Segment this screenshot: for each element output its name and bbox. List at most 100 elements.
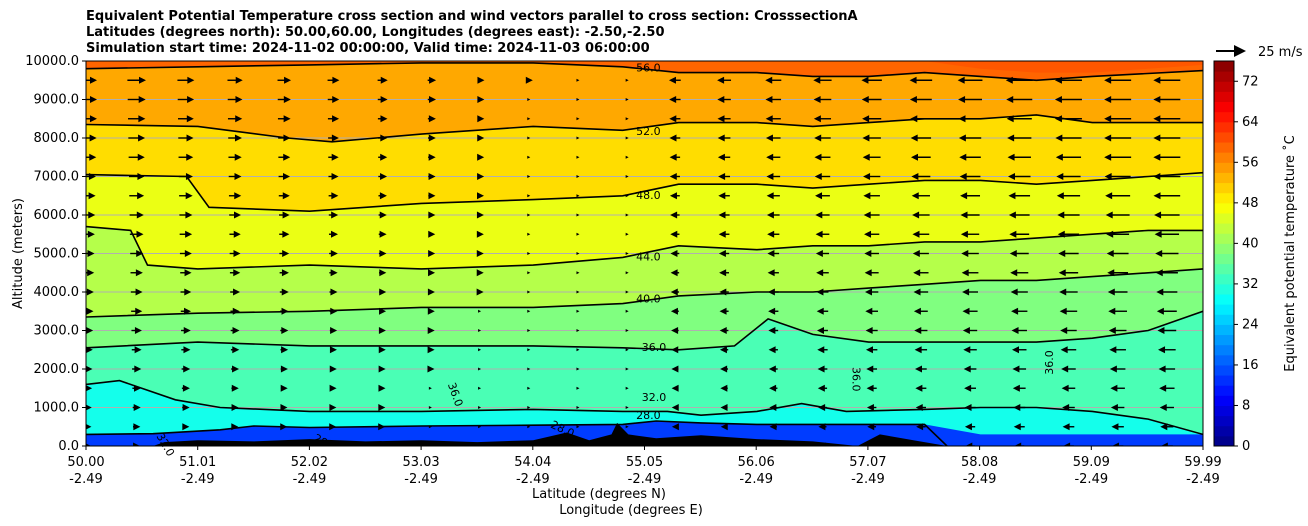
wind-vector-head xyxy=(958,115,966,123)
wind-vector xyxy=(576,78,580,82)
wind-vector-head xyxy=(233,250,241,257)
wind-vector xyxy=(625,348,629,352)
wind-vector-head xyxy=(962,327,970,334)
wind-vector-head xyxy=(185,173,193,180)
wind-vector-head xyxy=(428,192,436,200)
wind-vector-head xyxy=(1013,404,1021,411)
wind-vector-head xyxy=(1109,365,1117,373)
wind-vector-head xyxy=(1056,173,1064,180)
wind-vector-head xyxy=(378,404,386,411)
contour-label: 36.0 xyxy=(1043,350,1056,375)
wind-vector-head xyxy=(428,230,436,238)
wind-vector-head xyxy=(959,173,967,180)
wind-vector xyxy=(576,309,580,313)
wind-vector-head xyxy=(864,230,872,238)
wind-vector-head xyxy=(428,115,436,123)
wind-vector-head xyxy=(476,211,484,219)
wind-vector-head xyxy=(1109,346,1117,354)
wind-vector-head xyxy=(814,134,822,142)
wind-vector-head xyxy=(282,192,290,200)
x-tick-label-lat: 59.09 xyxy=(1073,455,1110,470)
x-tick-label-lat: 59.99 xyxy=(1184,455,1221,470)
wind-vector-head xyxy=(1159,404,1167,411)
wind-vector-head xyxy=(671,423,679,431)
colorbar-segment xyxy=(1214,121,1234,133)
wind-vector xyxy=(625,425,629,429)
wind-vector-head xyxy=(233,288,241,296)
wind-vector-head xyxy=(765,76,773,84)
colorbar-frame xyxy=(1213,60,1235,447)
colorbar-segment xyxy=(1214,294,1234,305)
wind-vector-head xyxy=(916,423,924,431)
wind-vector-head xyxy=(1011,327,1019,334)
wind-vector-head xyxy=(1104,153,1112,161)
wind-vector-head xyxy=(669,115,677,123)
wind-vector-head xyxy=(231,423,239,431)
wind-vector-head xyxy=(1153,115,1161,123)
wind-vector-head xyxy=(183,365,191,373)
wind-vector-head xyxy=(281,307,289,315)
wind-vector xyxy=(478,367,482,371)
wind-vector-head xyxy=(1153,134,1161,142)
wind-vector-head xyxy=(283,96,291,103)
wind-vector-head xyxy=(1105,211,1113,219)
wind-vector-head xyxy=(1159,384,1167,392)
wind-vector-head xyxy=(281,288,289,296)
x-tick-label-lon: -2.49 xyxy=(516,472,550,487)
wind-vector-head xyxy=(232,327,240,334)
wind-vector-head xyxy=(1111,423,1119,431)
y-tick-label: 9000.0 xyxy=(34,93,80,108)
wind-vector-head xyxy=(281,269,289,277)
x-tick-label-lat: 55.05 xyxy=(626,455,663,470)
wind-vector xyxy=(527,367,531,371)
wind-vector-head xyxy=(88,173,96,180)
wind-vector-head xyxy=(182,423,190,431)
wind-vector-head xyxy=(379,288,387,296)
wind-vector-head xyxy=(910,134,918,142)
wind-vector-head xyxy=(911,192,919,200)
wind-vector-head xyxy=(185,192,193,200)
colorbar-segment xyxy=(1214,334,1234,346)
wind-vector-head xyxy=(814,173,822,180)
wind-vector-head xyxy=(1110,384,1118,392)
wind-vector xyxy=(576,98,580,101)
wind-vector-head xyxy=(961,269,969,277)
wind-vector-head xyxy=(815,211,823,219)
wind-vector-head xyxy=(232,346,240,354)
wind-vector-head xyxy=(1153,96,1161,103)
wind-vector-head xyxy=(183,346,191,354)
wind-vector-head xyxy=(380,115,388,123)
wind-vector-head xyxy=(866,404,874,411)
wind-vector-head xyxy=(963,346,971,354)
colorbar-segment xyxy=(1214,354,1234,366)
colorbar-segment xyxy=(1214,314,1234,325)
colorbar-segment xyxy=(1214,212,1234,224)
wind-vector-head xyxy=(187,96,195,103)
colorbar-tick-label: 56 xyxy=(1242,155,1259,170)
colorbar-segment xyxy=(1214,375,1234,386)
wind-vector-head xyxy=(861,76,869,84)
colorbar-segment xyxy=(1214,131,1234,143)
colorbar-segment xyxy=(1214,364,1234,376)
wind-vector-head xyxy=(670,250,678,257)
wind-vector-head xyxy=(913,269,921,277)
wind-vector-head xyxy=(89,134,97,142)
wind-vector xyxy=(527,386,531,390)
wind-vector xyxy=(478,406,482,409)
wind-vector-head xyxy=(1010,269,1018,277)
wind-vector-head xyxy=(280,384,288,392)
wind-vector-head xyxy=(910,115,918,123)
wind-vector-head xyxy=(717,76,725,84)
wind-vector-head xyxy=(332,76,340,84)
wind-vector-head xyxy=(1108,307,1116,315)
x-tick-label-lon: -2.49 xyxy=(69,472,103,487)
wind-vector-head xyxy=(380,76,388,84)
wind-vector-head xyxy=(1054,115,1062,123)
wind-vector-head xyxy=(1060,327,1068,334)
wind-vector-head xyxy=(671,404,679,411)
wind-vector-head xyxy=(1059,288,1067,296)
wind-vector-head xyxy=(284,76,292,84)
wind-vector-head xyxy=(332,115,340,123)
wind-vector-head xyxy=(235,76,243,84)
colorbar-segment xyxy=(1214,435,1234,447)
